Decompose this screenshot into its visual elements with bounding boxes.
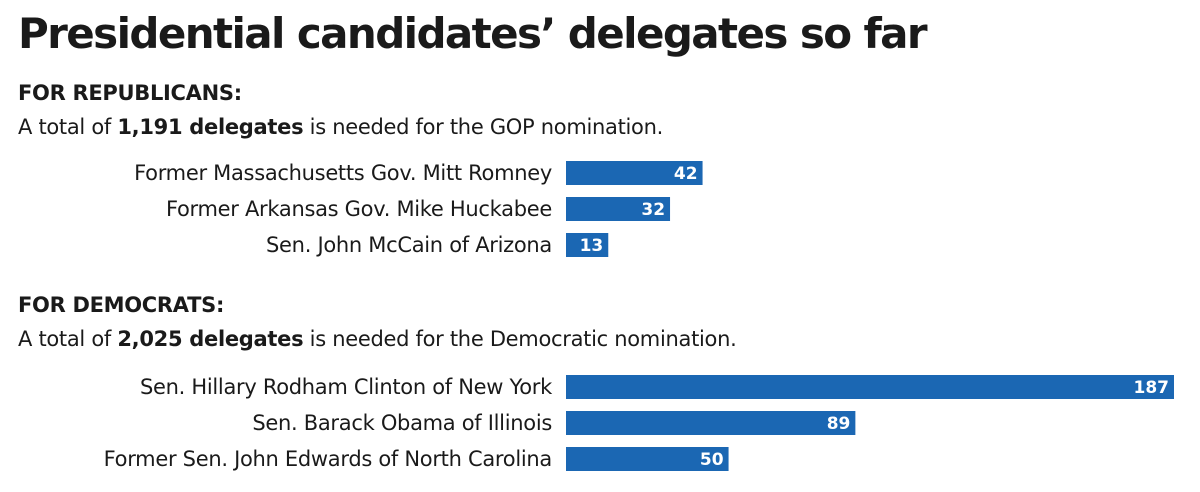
bar-value-label: 32 xyxy=(641,200,665,220)
democrats-note-suffix: is needed for the Democratic nomination. xyxy=(303,327,737,351)
bar-value-label: 187 xyxy=(1134,378,1170,398)
candidate-label: Former Arkansas Gov. Mike Huckabee xyxy=(166,197,552,221)
democrats-note-prefix: A total of xyxy=(18,327,118,351)
candidate-label: Former Massachusetts Gov. Mitt Romney xyxy=(134,161,552,185)
republicans-note: A total of 1,191 delegates is needed for… xyxy=(18,113,663,141)
democrats-note-bold: 2,025 delegates xyxy=(117,327,304,351)
republicans-heading: FOR REPUBLICANS: xyxy=(18,81,242,105)
delegate-bar xyxy=(566,233,609,257)
candidate-label: Former Sen. John Edwards of North Caroli… xyxy=(104,447,552,471)
delegate-bar xyxy=(566,161,703,185)
delegate-bar xyxy=(566,197,671,221)
candidate-label: Sen. Barack Obama of Illinois xyxy=(252,411,552,435)
democrats-note: A total of 2,025 delegates is needed for… xyxy=(18,325,737,353)
delegate-bar xyxy=(566,411,856,435)
republicans-note-prefix: A total of xyxy=(18,115,118,139)
democrats-heading: FOR DEMOCRATS: xyxy=(18,293,225,317)
chart-title: Presidential candidates’ delegates so fa… xyxy=(18,9,928,58)
bar-value-label: 50 xyxy=(700,450,724,470)
republicans-note-bold: 1,191 delegates xyxy=(117,115,304,139)
delegate-bar xyxy=(566,447,729,471)
bar-value-label: 89 xyxy=(827,414,851,434)
bar-value-label: 42 xyxy=(674,164,698,184)
republicans-note-suffix: is needed for the GOP nomination. xyxy=(303,115,664,139)
bar-value-label: 13 xyxy=(580,236,604,256)
candidate-label: Sen. John McCain of Arizona xyxy=(266,233,552,257)
candidate-label: Sen. Hillary Rodham Clinton of New York xyxy=(140,375,553,399)
delegate-bar xyxy=(566,375,1174,399)
